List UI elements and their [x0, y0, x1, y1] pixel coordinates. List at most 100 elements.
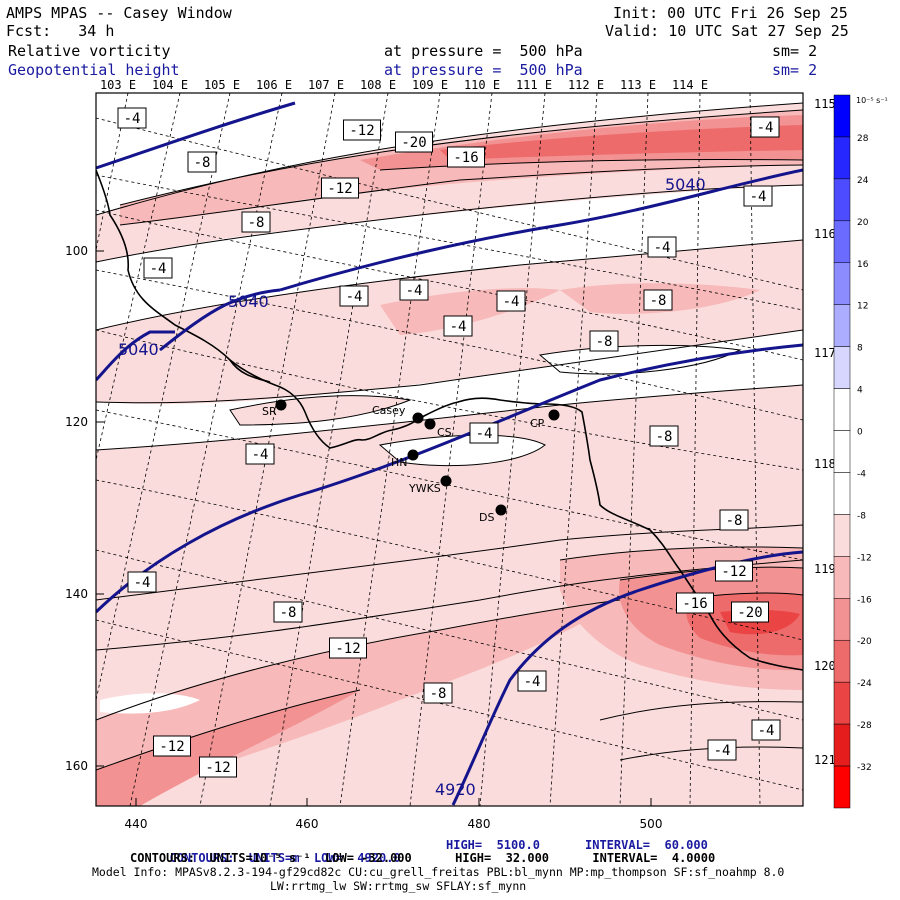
- vorticity-label-text: -4: [406, 283, 423, 299]
- station-label: DS: [479, 511, 494, 524]
- y-tick-label: 160: [65, 759, 88, 773]
- forecast-hour: Fcst: 34 h: [6, 22, 115, 40]
- top-longitude-label: 105 E: [204, 78, 240, 92]
- top-longitude-labels: 103 E 104 E 105 E 106 E 107 E 108 E 109 E 110 E…: [100, 78, 708, 92]
- vorticity-label: -4: [707, 739, 737, 761]
- colorbar-level: 16: [857, 260, 869, 270]
- colorbar-swatch: [833, 430, 851, 473]
- colorbar-level: -24: [857, 679, 872, 689]
- height-contours: [96, 101, 803, 806]
- colorbar-swatch: [833, 388, 851, 431]
- vorticity-label-text: -4: [476, 426, 493, 442]
- colorbar-level: -8: [857, 511, 866, 521]
- vorticity-label: -4: [399, 279, 429, 301]
- colorbar-swatch: [833, 681, 851, 725]
- vorticity-label: -4: [443, 315, 473, 337]
- vorticity-label-box: [469, 422, 499, 444]
- vorticity-label: -4: [517, 670, 547, 692]
- vorticity-label-box: [649, 425, 679, 447]
- top-longitude-label: 106 E: [256, 78, 292, 92]
- field-height: Geopotential height: [8, 61, 180, 79]
- colorbar-swatch: [833, 346, 851, 389]
- vorticity-label: -4: [750, 116, 780, 138]
- height-label: 5040: [665, 175, 706, 194]
- colorbar-swatch: [833, 94, 851, 138]
- vorticity-label-text: -4: [150, 261, 167, 277]
- top-longitude-label: 114 E: [672, 78, 708, 92]
- map-title: AMPS MPAS -- Casey Window: [6, 4, 232, 22]
- vorticity-label: -8: [643, 289, 673, 311]
- vorticity-label: -4: [751, 719, 781, 741]
- colorbar-swatch: [833, 178, 851, 222]
- vorticity-label-text: -4: [134, 575, 151, 591]
- footer-height-high-value: HIGH= 5100.0: [446, 838, 540, 852]
- vorticity-label-text: -4: [450, 319, 467, 335]
- vorticity-label: -8: [589, 330, 619, 352]
- vorticity-label-text: -12: [205, 760, 230, 776]
- vorticity-label-box: [750, 116, 780, 138]
- vorticity-label: -20: [731, 601, 769, 623]
- vorticity-label-box: [589, 330, 619, 352]
- y-tick-label: 120: [65, 415, 88, 429]
- height-label: 4920: [435, 780, 476, 799]
- vorticity-label-text: -8: [248, 215, 265, 231]
- vorticity-label: -16: [676, 592, 714, 614]
- vorticity-label-text: -12: [327, 181, 352, 197]
- colorbar-level: -12: [857, 553, 872, 563]
- colorbar-level: -16: [857, 595, 872, 605]
- pressure-level-1: at pressure = 500 hPa: [384, 42, 583, 60]
- top-longitude-label: 111 E: [516, 78, 552, 92]
- vorticity-label: -8: [187, 151, 217, 173]
- vorticity-label-text: -16: [682, 596, 707, 612]
- vorticity-label-text: -4: [503, 294, 520, 310]
- vorticity-label-text: -8: [656, 429, 673, 445]
- vorticity-label-box: [329, 637, 367, 659]
- vorticity-label-text: -12: [159, 739, 184, 755]
- pressure-level-2: at pressure = 500 hPa: [384, 61, 583, 79]
- colorbar-swatch: [833, 514, 851, 557]
- vorticity-label-box: [399, 279, 429, 301]
- vorticity-label-text: -8: [280, 605, 297, 621]
- vorticity-label: -12: [329, 637, 367, 659]
- colorbar-swatch: [833, 723, 851, 767]
- x-tick-label: 480: [468, 817, 491, 831]
- x-tick-label: 460: [296, 817, 319, 831]
- colorbar-level: 28: [857, 134, 869, 144]
- top-longitude-label: 107 E: [308, 78, 344, 92]
- vorticity-label-text: -8: [650, 293, 667, 309]
- height-label: 5040: [228, 292, 269, 311]
- colorbar: 28 24 20 16 12 8 4 0 -4 -8 -12 -16 -20 -24 -28 -32 10⁻⁵ …: [833, 94, 888, 809]
- top-longitude-label: 103 E: [100, 78, 136, 92]
- vorticity-label-text: -16: [453, 150, 478, 166]
- vorticity-label: -16: [447, 146, 485, 168]
- y-tick-label: 140: [65, 587, 88, 601]
- vorticity-label: -4: [469, 422, 499, 444]
- vorticity-label-box: [153, 735, 191, 757]
- vorticity-label-text: -4: [758, 723, 775, 739]
- vorticity-label: -8: [273, 601, 303, 623]
- coastline: [96, 169, 803, 671]
- vorticity-label-box: [187, 151, 217, 173]
- station-marker: [440, 475, 452, 487]
- vorticity-label-box: [643, 289, 673, 311]
- station-marker: [424, 418, 436, 430]
- valid-time: Valid: 10 UTC Sat 27 Sep 25: [605, 22, 849, 40]
- vorticity-label-box: [245, 443, 275, 465]
- vorticity-label: -4: [496, 290, 526, 312]
- vorticity-label-text: -8: [194, 155, 211, 171]
- vorticity-label-text: -20: [737, 605, 762, 621]
- vorticity-label-text: -12: [721, 564, 746, 580]
- height-label: 5040: [118, 340, 159, 359]
- vorticity-label: -20: [395, 131, 433, 153]
- field-vorticity: Relative vorticity: [8, 42, 171, 60]
- x-tick-label: 440: [125, 817, 148, 831]
- vorticity-label-box: [343, 119, 381, 141]
- vorticity-label: -8: [649, 425, 679, 447]
- vorticity-label-text: -4: [750, 189, 767, 205]
- init-time: Init: 00 UTC Fri 26 Sep 25: [613, 4, 848, 22]
- vorticity-label: -8: [241, 211, 271, 233]
- station-label: YWKS: [408, 482, 441, 495]
- top-longitude-label: 113 E: [620, 78, 656, 92]
- footer-height-units: CONTOURS: UNITS=m LOW= 4920.0: [169, 851, 401, 865]
